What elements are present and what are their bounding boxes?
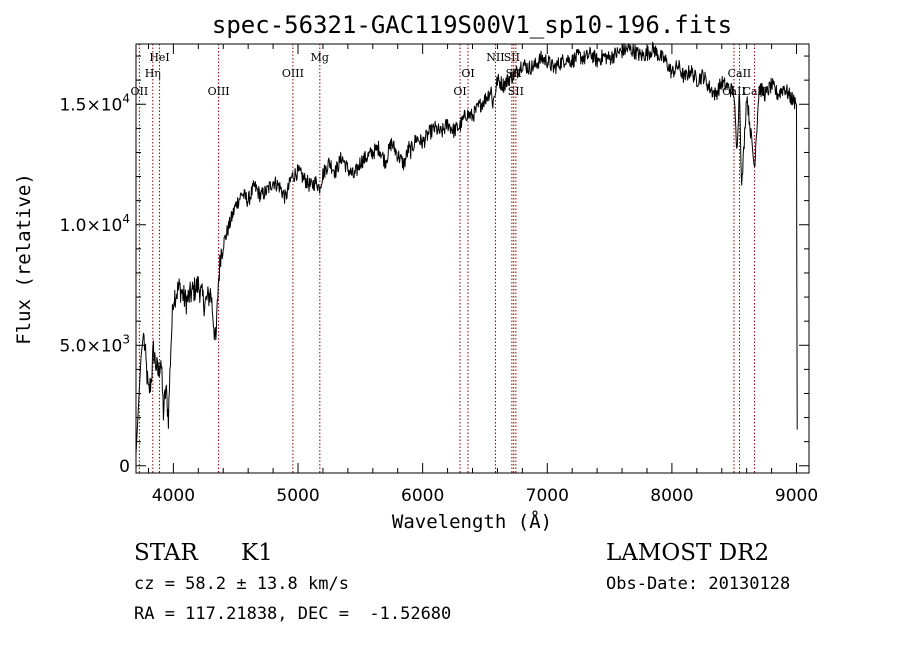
spectrum-series (135, 41, 798, 454)
line-marker-label: SII (508, 85, 524, 98)
y-tick-label: 1.5×104 (59, 91, 130, 115)
object-class: STAR (134, 540, 198, 566)
line-marker-label: CaII (728, 67, 752, 80)
y-tick-label: 0 (119, 457, 130, 477)
y-axis-label: Flux (relative) (13, 173, 35, 345)
line-marker-label: OI (461, 67, 474, 80)
line-marker-label: CaII (722, 85, 746, 98)
y-tick-label: 1.0×104 (59, 212, 130, 236)
x-tick-label: 5000 (276, 486, 319, 506)
y-tick-mantissa: 1.0×10 (59, 216, 122, 236)
y-tick-mantissa: 0 (119, 457, 130, 477)
observation-date: Obs-Date: 20130128 (606, 574, 791, 594)
line-marker-label: OI (453, 85, 466, 98)
x-axis-label: Wavelength (Å) (392, 510, 552, 533)
line-marker-label: Mg (311, 51, 329, 64)
x-tick-label: 8000 (650, 486, 693, 506)
line-marker-label: OII (131, 85, 149, 98)
line-marker-label: SII (504, 51, 520, 64)
x-tick-label: 6000 (401, 486, 444, 506)
y-tick-label: 5.0×103 (59, 332, 130, 356)
redshift-cz: cz = 58.2 ± 13.8 km/s (134, 574, 349, 594)
survey-name: LAMOST DR2 (606, 540, 770, 566)
y-tick-exponent: 4 (122, 91, 130, 105)
x-tick-label: 4000 (152, 486, 195, 506)
line-marker-label: OIII (282, 67, 304, 80)
y-tick-mantissa: 5.0×10 (59, 336, 122, 356)
line-marker-label: OIII (208, 85, 230, 98)
coordinates: RA = 117.21838, DEC = -1.52680 (134, 604, 452, 624)
plot-frame (135, 43, 810, 474)
line-marker-label: NII (486, 51, 504, 64)
x-tick-label: 7000 (526, 486, 569, 506)
x-tick-label: 9000 (775, 486, 818, 506)
spectrum-line (135, 41, 798, 454)
object-subclass: K1 (241, 540, 273, 566)
line-marker-label: Hη (145, 67, 161, 80)
x-axis-ticks: 4000 5000 6000 7000 8000 9000 (147, 44, 818, 506)
chart-title: spec-56321-GAC119S00V1_sp10-196.fits (212, 11, 732, 39)
y-tick-mantissa: 1.5×10 (59, 95, 122, 115)
line-marker-label: HeI (149, 51, 169, 64)
y-tick-exponent: 3 (122, 332, 130, 346)
y-tick-exponent: 4 (122, 212, 130, 226)
